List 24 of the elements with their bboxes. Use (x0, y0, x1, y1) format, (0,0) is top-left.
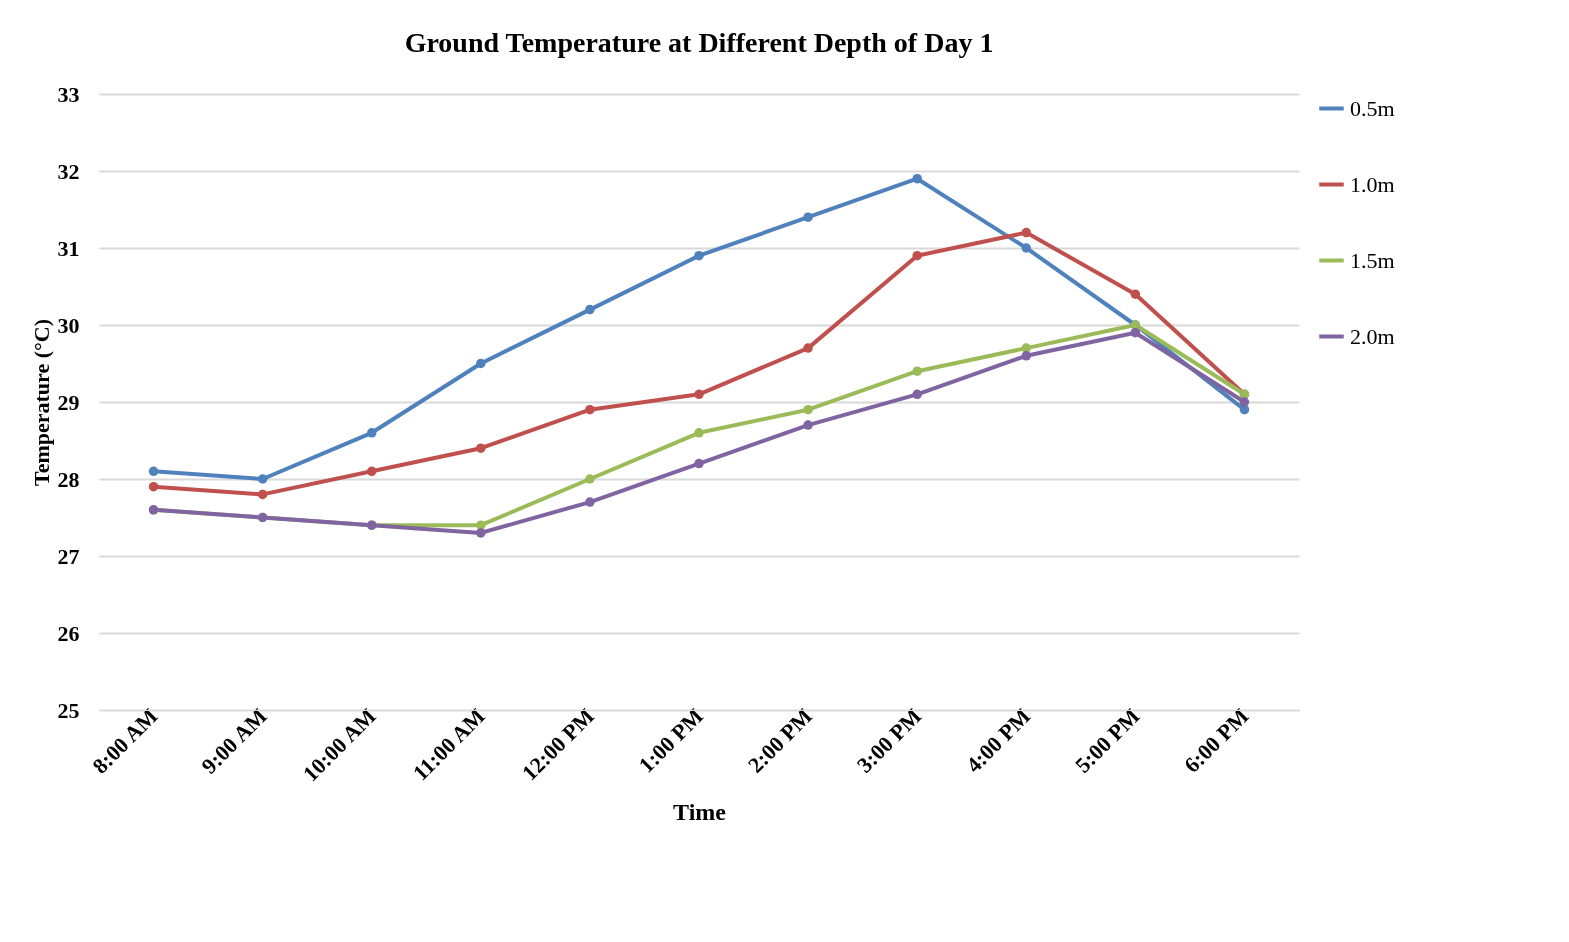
x-tick-label: 9:00 AM (196, 703, 272, 779)
y-tick-label: 29 (57, 389, 80, 415)
y-tick-label: 33 (57, 81, 80, 107)
x-tick-label: 8:00 AM (87, 703, 163, 779)
y-tick-label: 28 (57, 466, 80, 492)
y-tick-label: 27 (57, 543, 80, 569)
x-tick-label: 2:00 PM (742, 703, 818, 778)
x-tick-label: 6:00 PM (1179, 703, 1254, 778)
y-tick-label: 32 (57, 158, 80, 184)
legend-label: 1.5m (1350, 247, 1395, 273)
y-axis-title: Temperature (°C) (28, 318, 54, 487)
legend-label: 1.0m (1350, 171, 1395, 197)
y-tick-label: 31 (57, 235, 80, 261)
y-tick-label: 30 (57, 312, 80, 338)
y-tick-label: 26 (57, 620, 80, 646)
y-tick-label: 25 (57, 697, 80, 723)
x-tick-label: 4:00 PM (960, 703, 1036, 778)
x-tick-label: 1:00 PM (633, 703, 709, 778)
legend-label: 2.0m (1350, 323, 1395, 349)
chart-title: Ground Temperature at Different Depth of Day 1 (404, 27, 994, 58)
legend-label: 0.5m (1350, 95, 1395, 121)
x-axis-title: Time (673, 799, 727, 826)
x-tick-label: 5:00 PM (1070, 703, 1145, 778)
x-tick-label: 3:00 PM (851, 703, 927, 778)
